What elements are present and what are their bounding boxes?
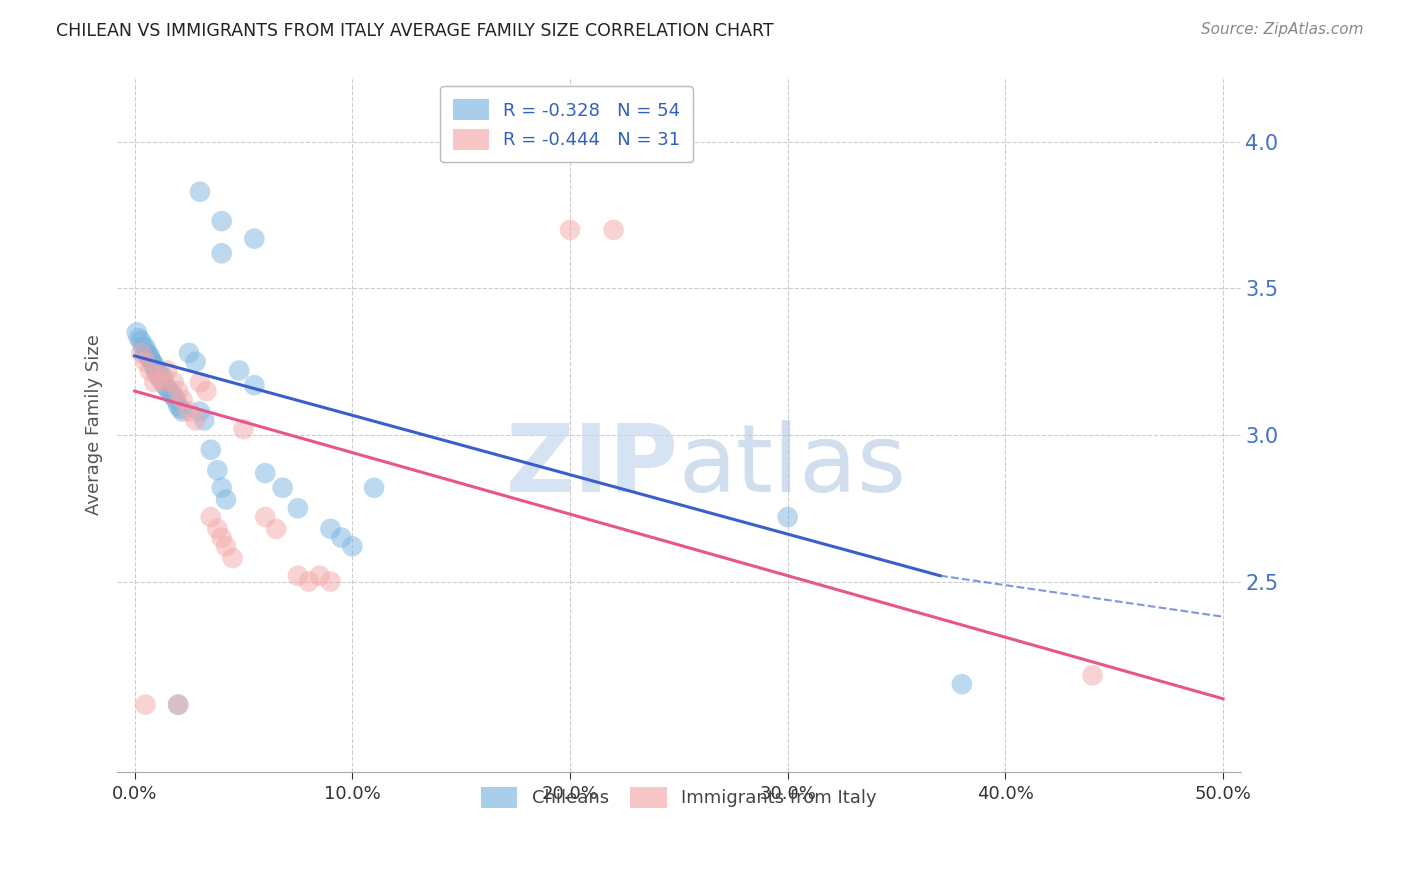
Point (207, 463, 229, 477)
Point (188, 404, 211, 418)
Point (167, 698, 190, 712)
Legend: Chileans, Immigrants from Italy: Chileans, Immigrants from Italy (474, 780, 884, 815)
Point (215, 540, 238, 554)
Point (167, 399, 190, 413)
Point (188, 185, 211, 199)
Point (330, 531, 353, 545)
Point (141, 355, 163, 369)
Point (152, 376, 174, 390)
Point (172, 404, 194, 418)
Point (254, 466, 277, 480)
Point (129, 346, 152, 360)
Point (125, 326, 148, 340)
Text: ZIP: ZIP (506, 420, 679, 512)
Point (134, 340, 156, 354)
Point (243, 232, 266, 246)
Text: atlas: atlas (679, 420, 907, 512)
Point (319, 574, 342, 589)
Point (132, 340, 155, 354)
Point (143, 358, 166, 372)
Point (159, 384, 181, 398)
Point (298, 574, 321, 589)
Point (165, 392, 187, 407)
Text: Source: ZipAtlas.com: Source: ZipAtlas.com (1201, 22, 1364, 37)
Point (160, 387, 183, 401)
Point (139, 349, 162, 363)
Point (169, 401, 191, 416)
Point (188, 376, 211, 390)
Point (134, 698, 156, 712)
Point (156, 381, 179, 395)
Point (193, 413, 215, 427)
Point (177, 404, 200, 418)
Point (342, 540, 364, 554)
Point (287, 568, 309, 582)
Point (143, 376, 166, 390)
Point (167, 384, 190, 398)
Point (148, 367, 170, 381)
Point (172, 392, 194, 407)
Text: CHILEAN VS IMMIGRANTS FROM ITALY AVERAGE FAMILY SIZE CORRELATION CHART: CHILEAN VS IMMIGRANTS FROM ITALY AVERAGE… (56, 22, 773, 40)
Point (128, 331, 150, 345)
Point (254, 510, 277, 524)
Point (129, 334, 152, 349)
Point (145, 363, 167, 377)
Point (558, 223, 581, 237)
Point (149, 369, 172, 384)
Point (156, 363, 179, 377)
Point (200, 442, 222, 457)
Point (152, 369, 174, 384)
Point (195, 384, 218, 398)
Point (184, 355, 207, 369)
Point (163, 376, 186, 390)
Point (363, 481, 385, 495)
Point (243, 378, 266, 392)
Point (211, 214, 233, 228)
Point (136, 349, 159, 363)
Point (143, 360, 166, 375)
Point (141, 355, 163, 369)
Point (232, 422, 254, 436)
Point (271, 481, 294, 495)
Point (211, 531, 233, 545)
Point (776, 510, 799, 524)
Point (1081, 668, 1104, 682)
Point (139, 363, 162, 377)
Point (319, 522, 342, 536)
Point (136, 346, 159, 360)
Point (163, 390, 186, 404)
Point (152, 376, 174, 390)
Point (184, 413, 207, 427)
Point (134, 355, 156, 369)
Point (177, 346, 200, 360)
Point (200, 510, 222, 524)
Y-axis label: Average Family Size: Average Family Size (86, 334, 103, 516)
Point (602, 223, 624, 237)
Point (211, 246, 233, 260)
Point (145, 363, 167, 377)
Point (221, 551, 243, 566)
Point (211, 481, 233, 495)
Point (215, 492, 238, 507)
Point (287, 501, 309, 516)
Point (950, 677, 973, 691)
Point (148, 369, 170, 384)
Point (167, 698, 190, 712)
Point (153, 378, 176, 392)
Point (148, 369, 170, 384)
Point (228, 363, 250, 377)
Point (134, 346, 156, 360)
Point (139, 351, 162, 366)
Point (308, 568, 330, 582)
Point (207, 522, 229, 536)
Point (264, 522, 287, 536)
